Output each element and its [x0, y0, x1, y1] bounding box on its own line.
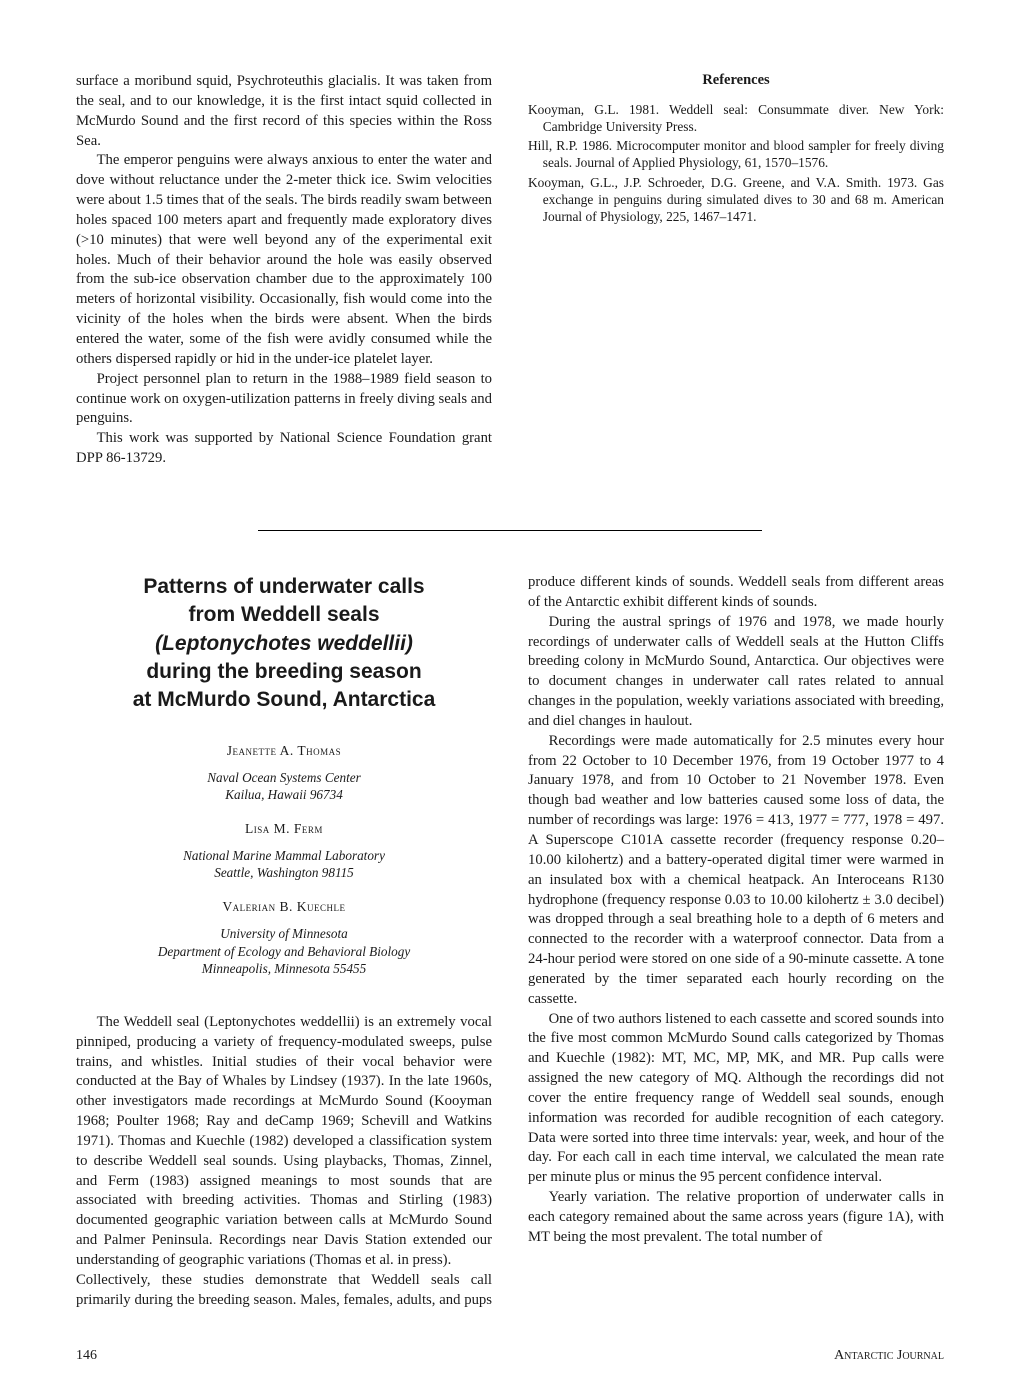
title-line: (Leptonychotes weddellii): [155, 632, 413, 655]
title-line: during the breeding season: [146, 660, 421, 683]
author-affiliation: University of Minnesota Department of Ec…: [76, 925, 492, 976]
spacer: [76, 995, 492, 1013]
paragraph: The Weddell seal (Leptonychotes weddelli…: [76, 1013, 492, 1271]
journal-name: Antarctic Journal: [834, 1348, 944, 1364]
author-affiliation: National Marine Mammal Laboratory Seattl…: [76, 847, 492, 881]
reference-item: Hill, R.P. 1986. Microcomputer monitor a…: [528, 137, 944, 171]
paragraph: During the austral springs of 1976 and 1…: [528, 613, 944, 732]
paragraph: This work was supported by National Scie…: [76, 429, 492, 469]
affil-line: Kailua, Hawaii 96734: [225, 787, 343, 802]
top-article-continuation: surface a moribund squid, Psychroteuthis…: [76, 72, 944, 502]
affil-line: Minneapolis, Minnesota 55455: [202, 961, 366, 976]
affil-line: Seattle, Washington 98115: [214, 865, 354, 880]
paragraph: surface a moribund squid, Psychroteuthis…: [76, 72, 492, 151]
page-footer: 146 Antarctic Journal: [76, 1348, 944, 1364]
author-name: Jeanette A. Thomas: [76, 743, 492, 759]
references-heading: References: [528, 72, 944, 89]
title-line: Patterns of underwater calls: [143, 575, 424, 598]
article-title: Patterns of underwater calls from Weddel…: [76, 573, 492, 715]
paragraph: The emperor penguins were always anxious…: [76, 151, 492, 369]
author-block: Valerian B. Kuechle University of Minnes…: [76, 899, 492, 976]
affil-line: University of Minnesota: [220, 926, 347, 941]
title-line: at McMurdo Sound, Antarctica: [133, 688, 436, 711]
paragraph: One of two authors listened to each cass…: [528, 1010, 944, 1189]
affil-line: Naval Ocean Systems Center: [207, 770, 360, 785]
author-name: Valerian B. Kuechle: [76, 899, 492, 915]
author-block: Lisa M. Ferm National Marine Mammal Labo…: [76, 821, 492, 881]
affil-line: Department of Ecology and Behavioral Bio…: [158, 944, 410, 959]
author-affiliation: Naval Ocean Systems Center Kailua, Hawai…: [76, 769, 492, 803]
paragraph: Recordings were made automatically for 2…: [528, 732, 944, 1010]
author-block: Jeanette A. Thomas Naval Ocean Systems C…: [76, 743, 492, 803]
reference-item: Kooyman, G.L., J.P. Schroeder, D.G. Gree…: [528, 174, 944, 225]
affil-line: National Marine Mammal Laboratory: [183, 848, 385, 863]
article-body: Patterns of underwater calls from Weddel…: [76, 573, 944, 1349]
reference-item: Kooyman, G.L. 1981. Weddell seal: Consum…: [528, 101, 944, 135]
article-divider: [258, 530, 761, 531]
page-number: 146: [76, 1348, 97, 1364]
author-name: Lisa M. Ferm: [76, 821, 492, 837]
paragraph: Project personnel plan to return in the …: [76, 370, 492, 430]
paragraph: Yearly variation. The relative proportio…: [528, 1188, 944, 1248]
title-line: from Weddell seals: [188, 603, 379, 626]
